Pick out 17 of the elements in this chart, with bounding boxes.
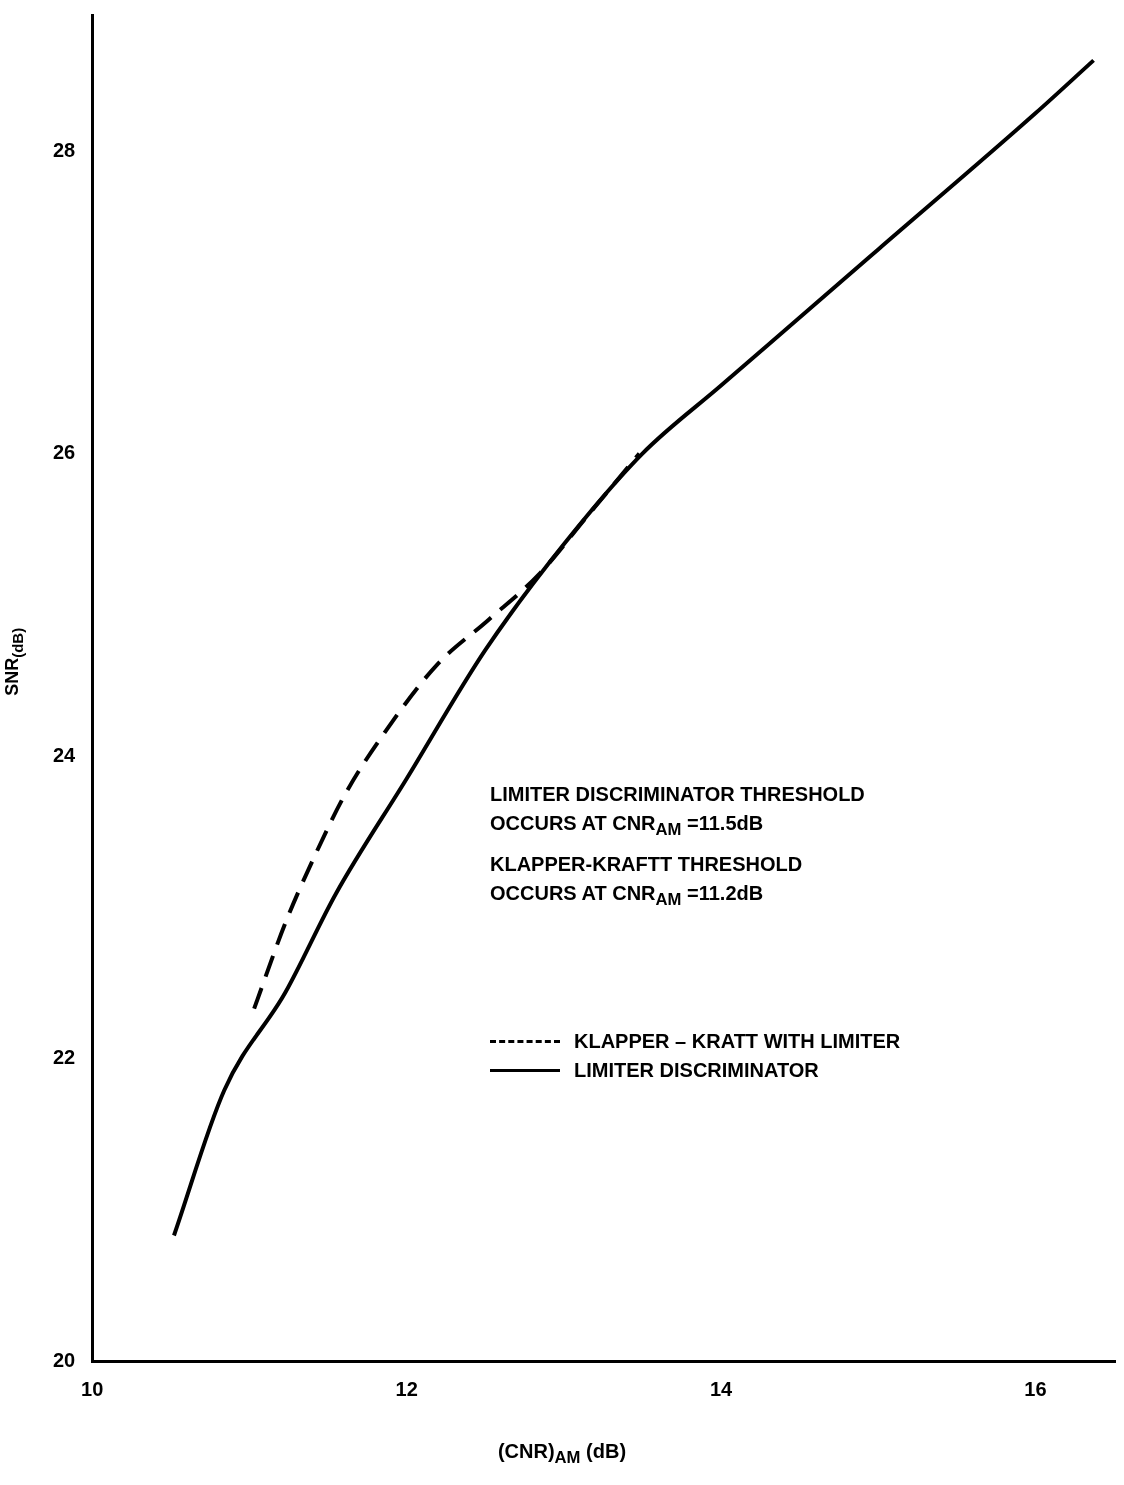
legend-label: LIMITER DISCRIMINATOR: [574, 1059, 819, 1082]
y-tick-label: 26: [53, 441, 76, 464]
y-tick-label: 28: [53, 138, 76, 161]
annotation: LIMITER DISCRIMINATOR THRESHOLD: [490, 782, 865, 807]
y-tick-label: 24: [53, 743, 77, 766]
annotation: OCCURS AT CNR$_{AM}$ =11.5dB: [490, 811, 765, 841]
legend-label: KLAPPER – KRATT WITH LIMITER: [574, 1030, 901, 1053]
annotation: OCCURS AT CNR$_{AM}$ =11.2dB: [490, 881, 765, 912]
x-axis-title: (CNR)$_{AM}$ (dB): [496, 1440, 628, 1468]
y-tick-label: 22: [53, 1046, 76, 1069]
x-tick-label: 16: [1024, 1377, 1047, 1400]
y-tick-label: 20: [53, 1348, 76, 1371]
x-tick-label: 12: [395, 1377, 418, 1400]
x-tick-label: 14: [709, 1377, 734, 1400]
annotation: KLAPPER-KRAFTT THRESHOLD: [490, 852, 804, 878]
x-tick-label: 10: [81, 1377, 104, 1400]
line-series: [171, 58, 1096, 1238]
